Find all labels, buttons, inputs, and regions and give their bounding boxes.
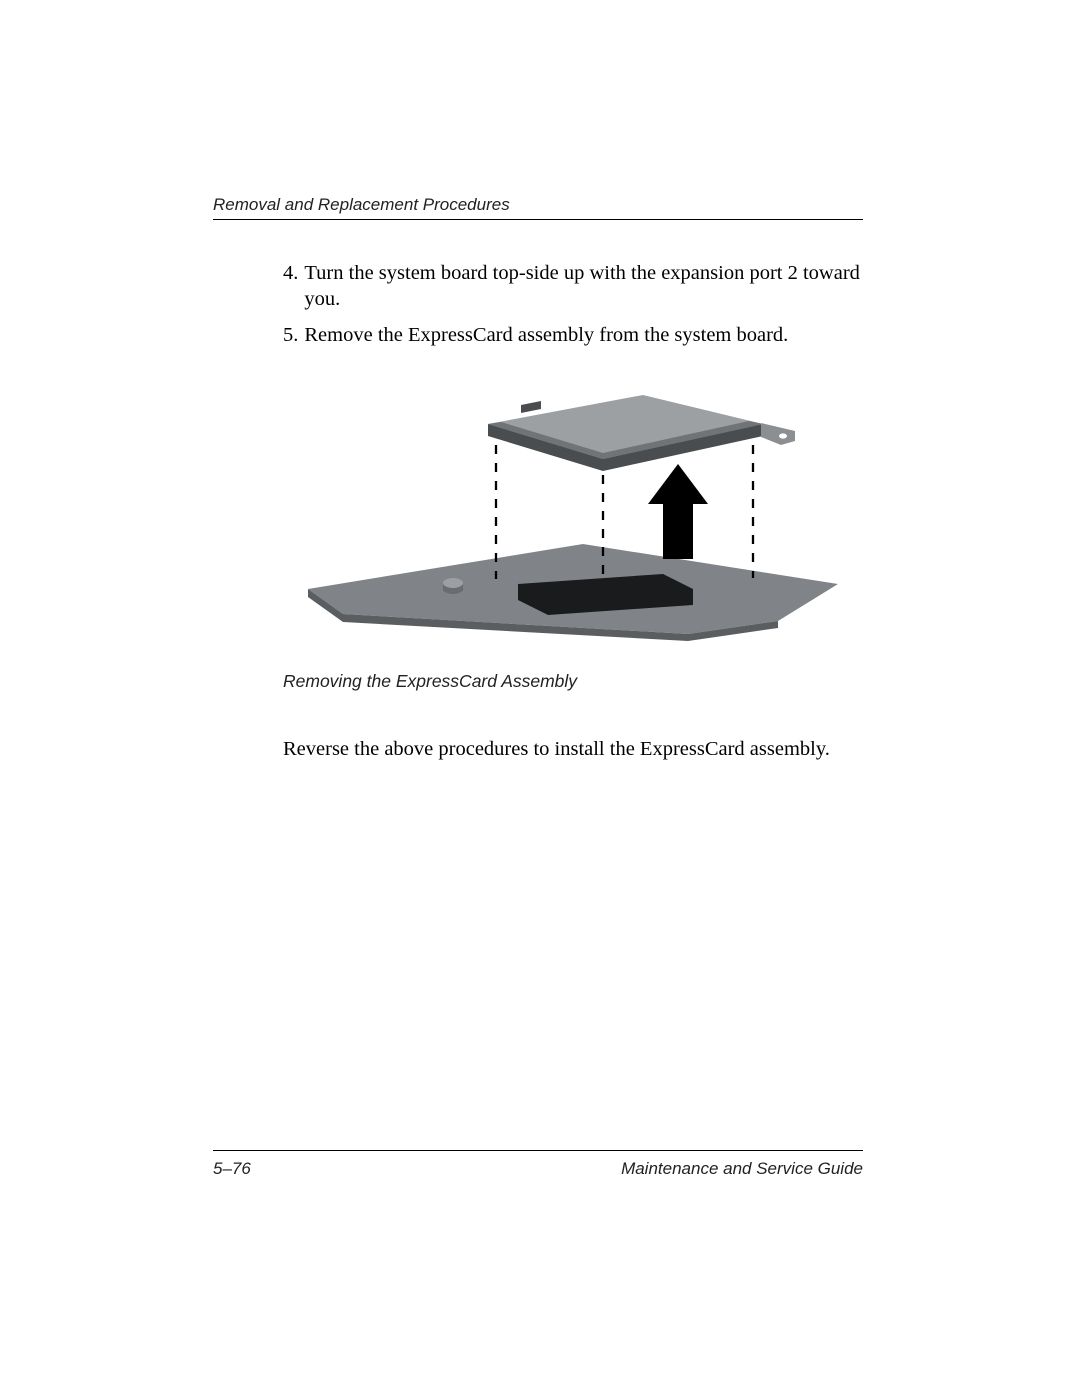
page-number: 5–76	[213, 1159, 251, 1179]
step-number: 5.	[283, 322, 298, 348]
header-rule	[213, 219, 863, 220]
section-header: Removal and Replacement Procedures	[213, 195, 863, 215]
closing-note: Reverse the above procedures to install …	[283, 736, 863, 762]
step-text: Remove the ExpressCard assembly from the…	[304, 322, 863, 348]
figure-caption: Removing the ExpressCard Assembly	[283, 670, 863, 692]
footer-rule	[213, 1150, 863, 1151]
guide-title: Maintenance and Service Guide	[621, 1159, 863, 1179]
step-number: 4.	[283, 260, 298, 286]
main-content: 4. Turn the system board top-side up wit…	[283, 260, 863, 762]
step-item: 4. Turn the system board top-side up wit…	[283, 260, 863, 312]
expresscard-diagram-icon	[283, 379, 848, 644]
step-text: Turn the system board top-side up with t…	[304, 260, 863, 312]
page-footer: 5–76 Maintenance and Service Guide	[213, 1150, 863, 1179]
step-list: 4. Turn the system board top-side up wit…	[283, 260, 863, 349]
step-item: 5. Remove the ExpressCard assembly from …	[283, 322, 863, 348]
figure	[283, 379, 848, 644]
